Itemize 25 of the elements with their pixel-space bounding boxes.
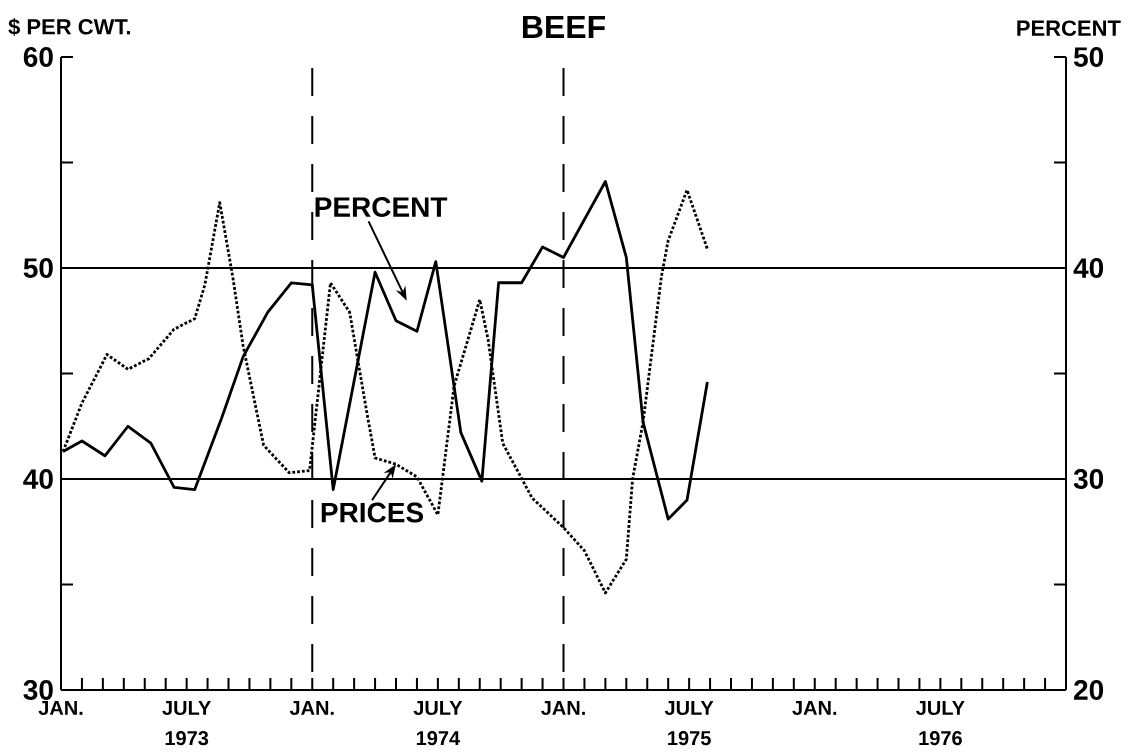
text: 1976	[919, 731, 962, 746]
y2-tick-label: 40	[1073, 258, 1104, 278]
y-axis-title: $ PER CWT.	[8, 18, 130, 36]
x-tick-label: JULY	[413, 701, 463, 716]
x-tick-label: JAN.	[289, 701, 334, 716]
text: 1974	[416, 731, 460, 746]
y2-tick-label: 50	[1073, 47, 1104, 67]
x-tick-label: JULY	[916, 701, 965, 716]
y2-tick-label: 20	[1074, 680, 1104, 700]
x-tick-label: JAN.	[38, 701, 83, 716]
y-tick-label: 50	[23, 258, 53, 278]
x-tick-label: JAN.	[541, 701, 585, 716]
x-tick-label: JULY	[664, 701, 714, 716]
y2-tick-label: 30	[1073, 469, 1104, 489]
x-tick-label: JULY	[162, 701, 211, 716]
y2-axis-title: PERCENT	[1017, 20, 1121, 36]
chart-title: BEEF	[522, 15, 606, 38]
y-tick-label: 30	[23, 680, 53, 700]
text: 1973	[165, 731, 209, 746]
text: 1975	[668, 731, 711, 746]
y-tick-label: 40	[23, 469, 53, 489]
y-tick-label: 60	[23, 47, 53, 67]
annotation: PERCENT	[315, 197, 448, 217]
annotation: PRICES	[321, 502, 424, 523]
x-tick-label: JAN.	[792, 701, 837, 716]
